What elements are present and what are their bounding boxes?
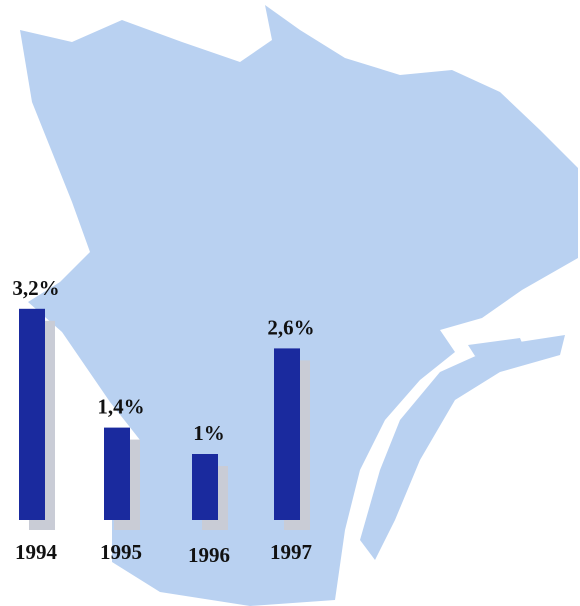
- bar: [19, 308, 45, 520]
- x-tick-label: 1997: [270, 540, 312, 564]
- value-label: 3,2%: [12, 276, 59, 300]
- value-label: 2,6%: [267, 315, 314, 339]
- x-tick-label: 1996: [188, 543, 230, 567]
- bar: [192, 454, 218, 520]
- value-label: 1%: [193, 421, 225, 445]
- bar: [274, 348, 300, 520]
- x-tick-label: 1995: [100, 540, 142, 564]
- value-label: 1,4%: [97, 395, 144, 419]
- x-tick-label: 1994: [15, 540, 58, 564]
- bar: [104, 427, 130, 520]
- map-background: [20, 5, 578, 606]
